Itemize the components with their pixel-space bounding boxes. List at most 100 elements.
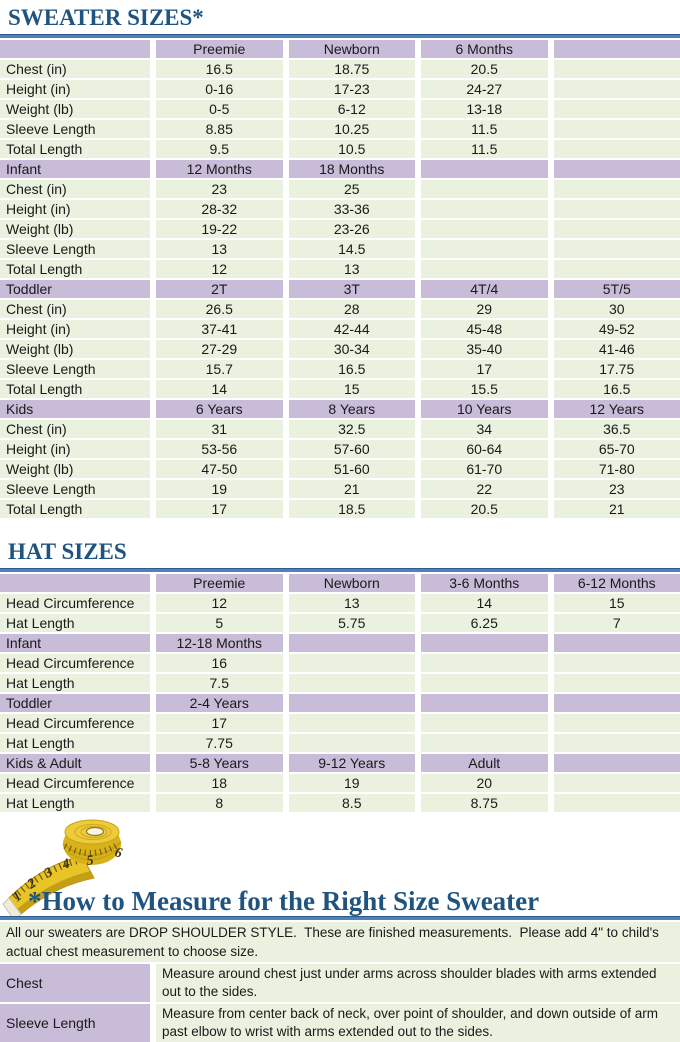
size-value: 17 [421,360,548,378]
size-value [289,734,416,752]
column-header: Preemie [156,574,283,592]
section-label: Kids & Adult [0,754,150,772]
row-label: Height (in) [0,200,150,218]
size-value: 26.5 [156,300,283,318]
size-value [554,220,680,238]
size-value: 71-80 [554,460,680,478]
size-value: 17.75 [554,360,680,378]
column-header: 12 Years [554,400,680,418]
size-value [421,674,548,692]
size-value: 19 [289,774,416,792]
size-value: 8.5 [289,794,416,812]
row-label: Weight (lb) [0,460,150,478]
size-value: 17 [156,500,283,518]
size-value: 13 [289,594,416,612]
size-value: 14.5 [289,240,416,258]
row-label: Sleeve Length [0,120,150,138]
size-value: 34 [421,420,548,438]
column-header: 6-12 Months [554,574,680,592]
row-label: Hat Length [0,734,150,752]
size-value: 28 [289,300,416,318]
size-value: 13-18 [421,100,548,118]
size-value [421,220,548,238]
column-header: 4T/4 [421,280,548,298]
size-value: 15.7 [156,360,283,378]
size-value: 23 [156,180,283,198]
size-value: 12 [156,260,283,278]
size-value: 8.75 [421,794,548,812]
column-header: Preemie [156,40,283,58]
size-value: 6.25 [421,614,548,632]
column-header: Adult [421,754,548,772]
row-label: Height (in) [0,440,150,458]
column-header: 5-8 Years [156,754,283,772]
size-value: 8 [156,794,283,812]
size-value: 33-36 [289,200,416,218]
size-value: 7.5 [156,674,283,692]
sweater-sizes-title: SWEATER SIZES* [0,0,680,34]
size-value: 10.25 [289,120,416,138]
size-value: 41-46 [554,340,680,358]
size-value [554,120,680,138]
hat-sizes-title: HAT SIZES [0,534,680,568]
column-header [554,160,680,178]
column-header: 6 Months [421,40,548,58]
size-value: 37-41 [156,320,283,338]
size-value: 18.75 [289,60,416,78]
size-value: 20 [421,774,548,792]
section-label [0,574,150,592]
heading-rule [0,916,680,920]
row-label: Chest (in) [0,300,150,318]
row-label: Weight (lb) [0,220,150,238]
column-header: 2-4 Years [156,694,283,712]
row-label: Sleeve Length [0,360,150,378]
size-value [554,714,680,732]
size-value: 16 [156,654,283,672]
size-value: 47-50 [156,460,283,478]
tape-roll-hole [87,828,104,836]
size-value: 16.5 [156,60,283,78]
size-value: 11.5 [421,140,548,158]
size-value [554,654,680,672]
size-value: 12 [156,594,283,612]
how-to-measure-heading: *How to Measure for the Right Size Sweat… [28,886,539,916]
size-value: 21 [289,480,416,498]
size-value: 18.5 [289,500,416,518]
row-label: Height (in) [0,320,150,338]
size-value: 13 [156,240,283,258]
column-header [289,694,416,712]
row-label: Total Length [0,140,150,158]
measure-intro-text: All our sweaters are DROP SHOULDER STYLE… [0,922,680,962]
column-header [421,634,548,652]
size-value: 30-34 [289,340,416,358]
size-value: 57-60 [289,440,416,458]
column-header [421,694,548,712]
size-value: 20.5 [421,500,548,518]
size-value: 49-52 [554,320,680,338]
row-label: Sleeve Length [0,240,150,258]
measure-row-text: Measure around chest just under arms acr… [156,964,680,1002]
column-header [554,40,680,58]
size-value: 15 [289,380,416,398]
measure-row-label: Chest [0,964,150,1002]
size-value: 36.5 [554,420,680,438]
how-to-measure-section: 1 2 3 4 5 6 *How to Measure for the Righ… [0,812,680,916]
column-header: 3T [289,280,416,298]
row-label: Hat Length [0,794,150,812]
row-label: Chest (in) [0,60,150,78]
size-value: 32.5 [289,420,416,438]
size-value: 61-70 [421,460,548,478]
size-value: 10.5 [289,140,416,158]
size-value: 16.5 [289,360,416,378]
size-value: 8.85 [156,120,283,138]
row-label: Sleeve Length [0,480,150,498]
size-value: 13 [289,260,416,278]
size-value [289,674,416,692]
column-header: 8 Years [289,400,416,418]
row-label: Weight (lb) [0,340,150,358]
size-value: 9.5 [156,140,283,158]
column-header: 12-18 Months [156,634,283,652]
column-header [421,160,548,178]
